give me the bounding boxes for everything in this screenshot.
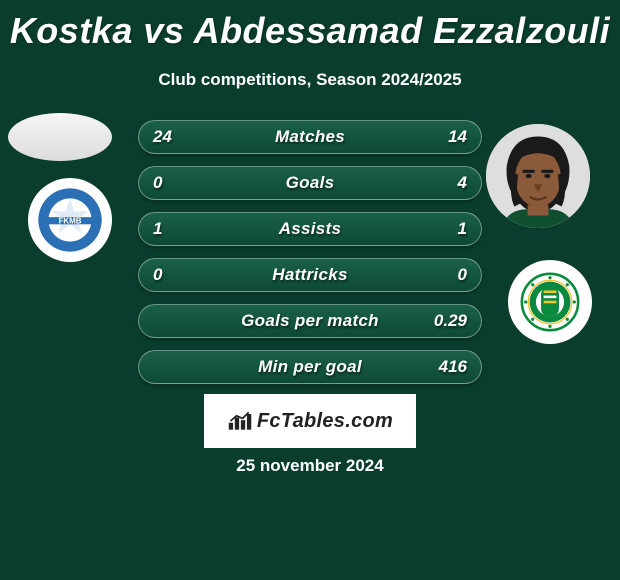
stat-row-mpg: Min per goal 416	[138, 350, 482, 384]
stat-right-value: 416	[439, 351, 467, 383]
stat-right-value: 1	[458, 213, 467, 245]
brand-label: FcTables.com	[227, 410, 393, 433]
stat-right-value: 0.29	[434, 305, 467, 337]
club-badge-betis-icon	[518, 270, 582, 334]
page-subtitle: Club competitions, Season 2024/2025	[0, 70, 620, 90]
player-left-club-badge: FKMB	[28, 178, 112, 262]
date-label: 25 november 2024	[0, 456, 620, 476]
stat-label: Min per goal	[139, 351, 481, 383]
stat-label: Goals	[139, 167, 481, 199]
svg-text:FKMB: FKMB	[59, 217, 82, 226]
player-right-club-badge	[508, 260, 592, 344]
stat-label: Goals per match	[139, 305, 481, 337]
bar-chart-icon	[227, 410, 253, 432]
player-photo-icon	[486, 124, 590, 228]
stat-label: Matches	[139, 121, 481, 153]
stat-row-gpm: Goals per match 0.29	[138, 304, 482, 338]
stat-row-assists: 1 Assists 1	[138, 212, 482, 246]
stat-row-hattricks: 0 Hattricks 0	[138, 258, 482, 292]
brand-text: FcTables.com	[257, 410, 393, 433]
stat-right-value: 0	[458, 259, 467, 291]
stat-label: Assists	[139, 213, 481, 245]
player-left-avatar	[8, 113, 112, 161]
stat-right-value: 4	[458, 167, 467, 199]
stat-row-goals: 0 Goals 4	[138, 166, 482, 200]
stat-row-matches: 24 Matches 14	[138, 120, 482, 154]
page-title: Kostka vs Abdessamad Ezzalzouli	[0, 0, 620, 52]
brand-badge: FcTables.com	[204, 394, 416, 448]
stats-table: 24 Matches 14 0 Goals 4 1 Assists 1 0 Ha…	[138, 120, 482, 396]
stat-label: Hattricks	[139, 259, 481, 291]
player-right-avatar	[486, 124, 590, 228]
stat-right-value: 14	[448, 121, 467, 153]
club-badge-fkmb-icon: FKMB	[34, 184, 106, 256]
